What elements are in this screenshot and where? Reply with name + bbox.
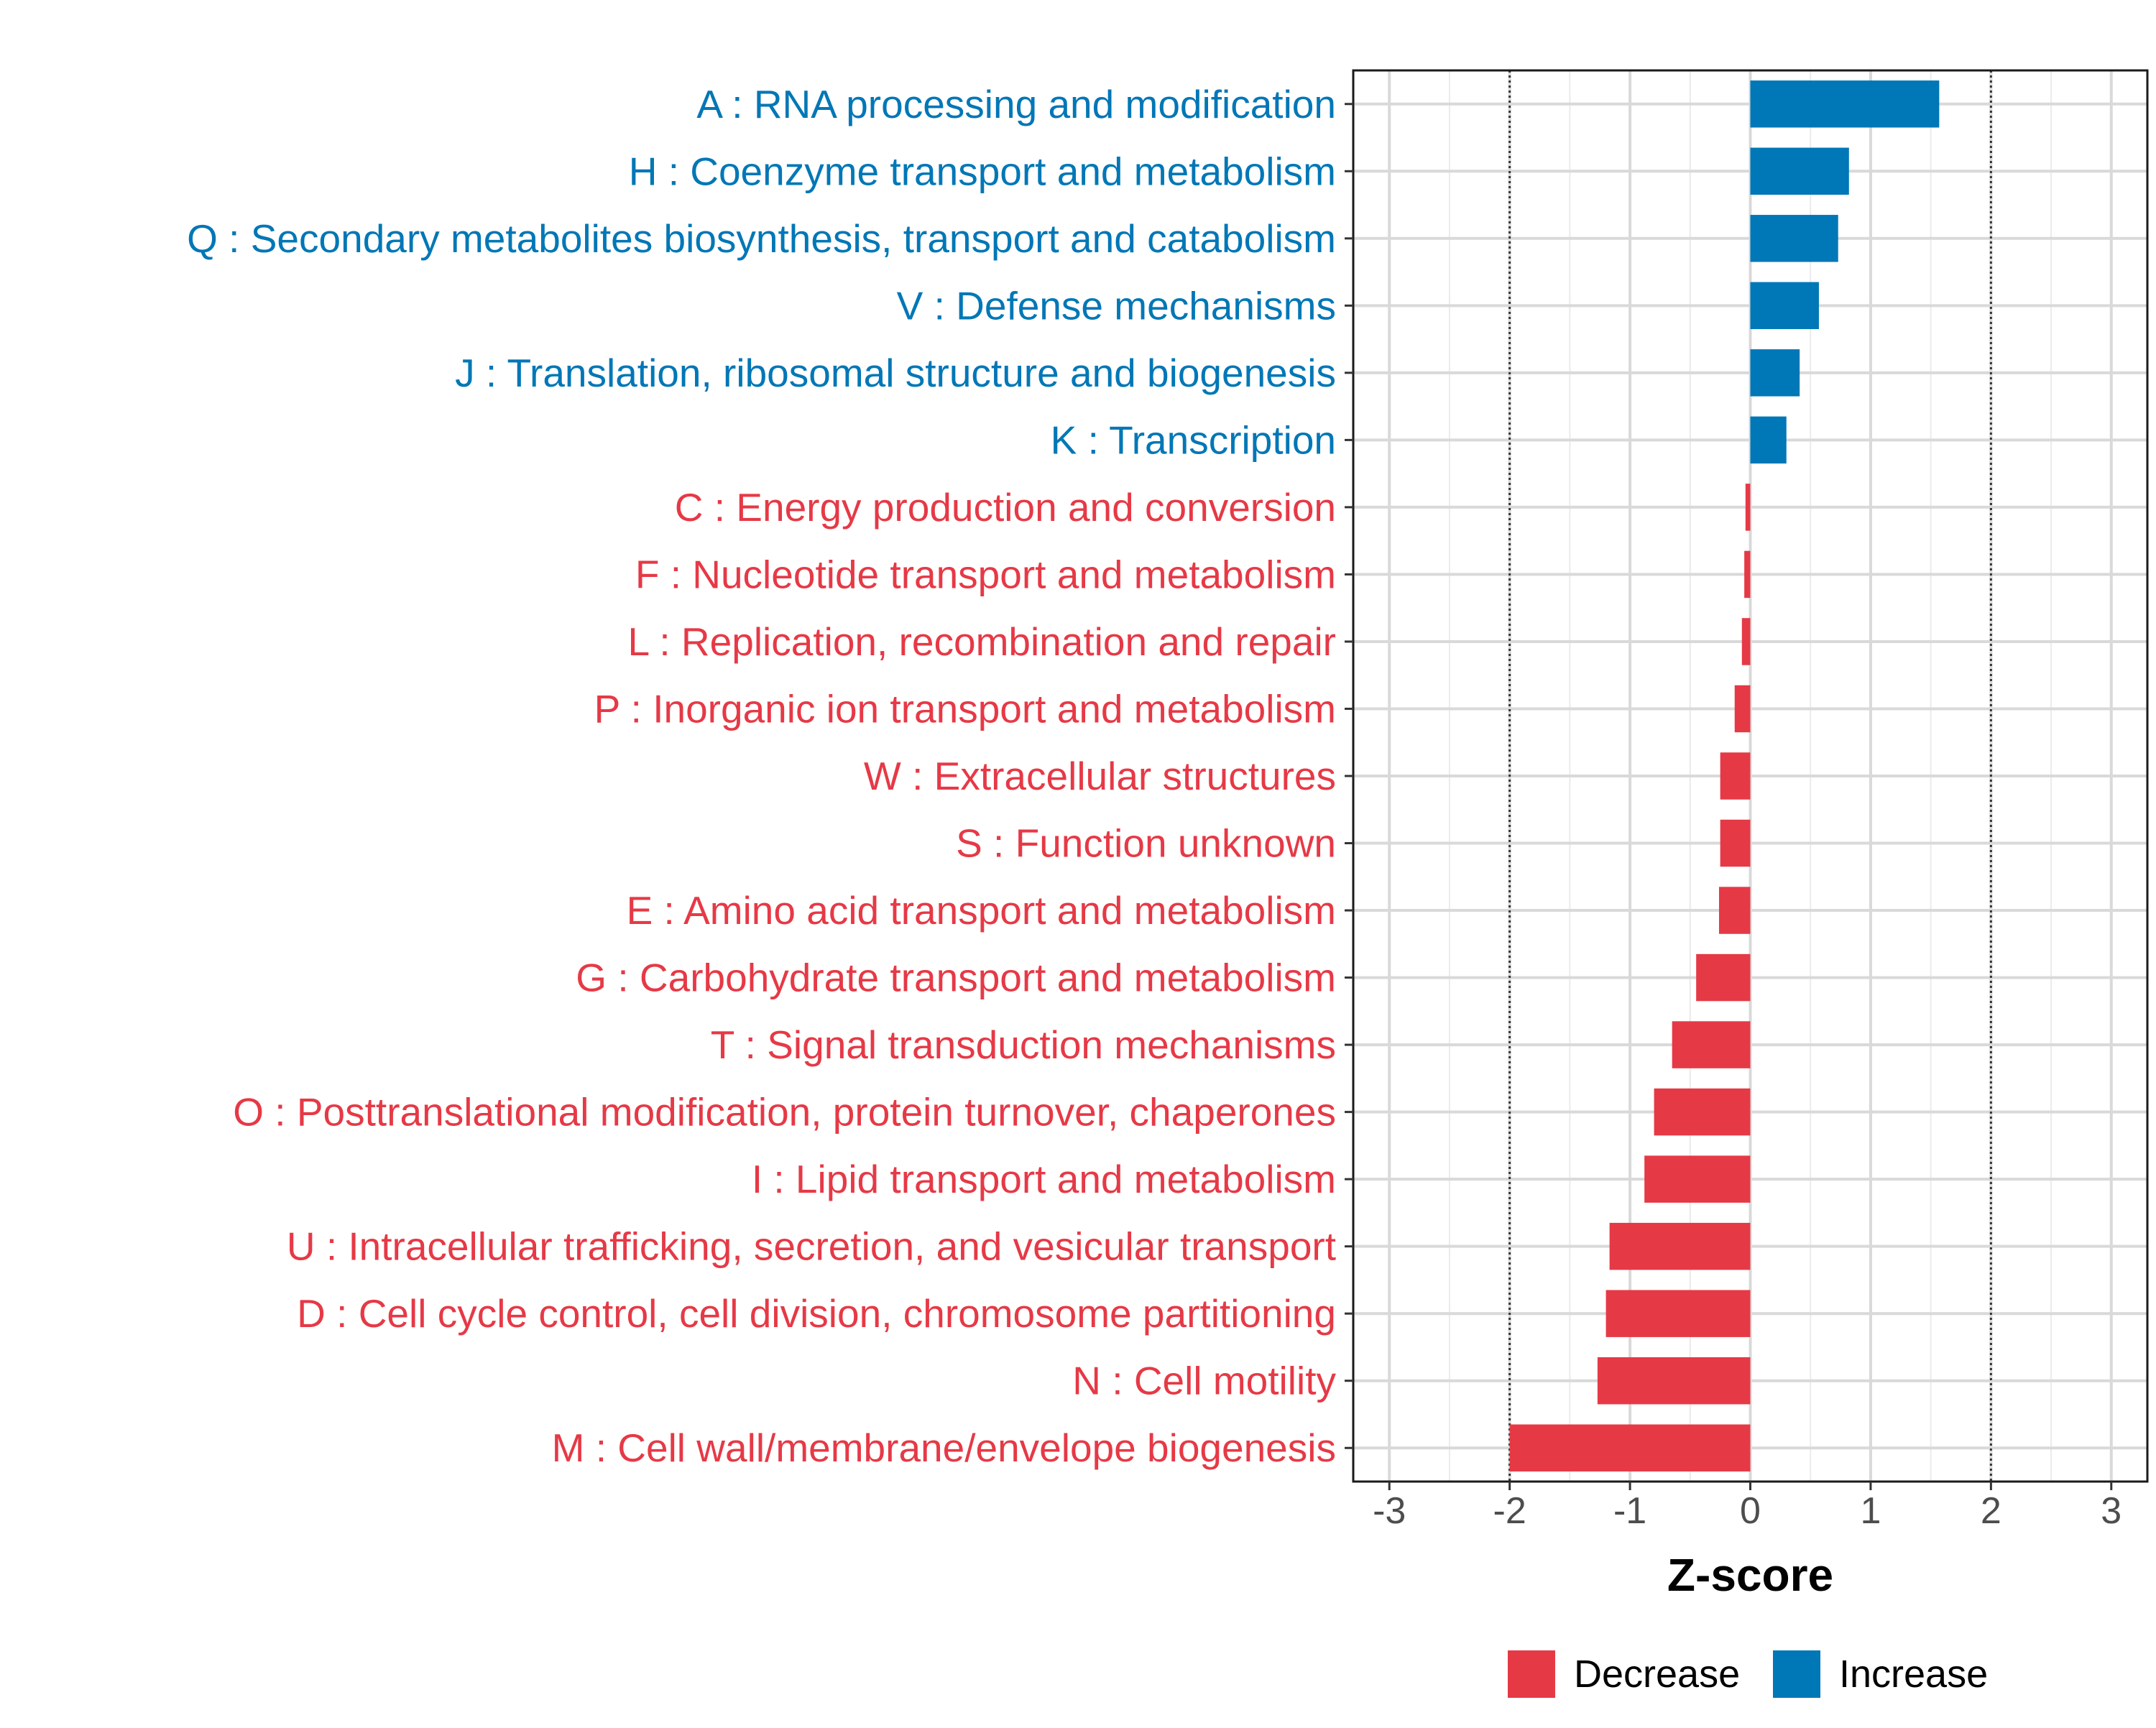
y-tick-label: N : Cell motility <box>1072 1359 1336 1403</box>
bar <box>1744 551 1750 598</box>
bar <box>1751 148 1849 195</box>
bar <box>1598 1357 1751 1404</box>
y-tick-label: G : Carbohydrate transport and metabolis… <box>576 956 1336 1000</box>
legend-key <box>1773 1650 1820 1698</box>
bar <box>1606 1290 1751 1336</box>
x-tick-label: 1 <box>1860 1490 1881 1532</box>
x-tick-label: 3 <box>2101 1490 2122 1532</box>
y-tick-label: I : Lipid transport and metabolism <box>752 1157 1336 1201</box>
bar <box>1610 1223 1751 1270</box>
y-tick-label: J : Translation, ribosomal structure and… <box>455 351 1336 395</box>
y-tick-label: K : Transcription <box>1051 417 1336 462</box>
bar <box>1644 1155 1750 1202</box>
legend-key <box>1508 1650 1555 1698</box>
y-tick-label: O : Posttranslational modification, prot… <box>233 1090 1336 1135</box>
y-tick-label: D : Cell cycle control, cell division, c… <box>297 1291 1336 1336</box>
y-tick-label: P : Inorganic ion transport and metaboli… <box>594 686 1336 731</box>
y-tick-label: C : Energy production and conversion <box>675 485 1336 530</box>
bar <box>1720 820 1751 867</box>
zscore-bar-chart: A : RNA processing and modification H : C… <box>0 0 2156 1724</box>
bar <box>1654 1089 1751 1135</box>
x-axis-title: Z-score <box>1667 1549 1833 1601</box>
bar <box>1696 954 1750 1001</box>
y-tick-label: H : Coenzyme transport and metabolism <box>629 149 1336 193</box>
x-tick-label: 0 <box>1740 1490 1761 1532</box>
y-tick-label: U : Intracellular trafficking, secretion… <box>287 1224 1336 1269</box>
y-tick-label: E : Amino acid transport and metabolism <box>627 888 1336 933</box>
bar <box>1720 752 1751 799</box>
bar <box>1746 484 1751 530</box>
chart-container: A : RNA processing and modification H : C… <box>0 0 2156 1724</box>
y-tick-label: T : Signal transduction mechanisms <box>711 1022 1336 1067</box>
bar <box>1672 1021 1751 1068</box>
bar <box>1719 887 1751 933</box>
y-tick-label: L : Replication, recombination and repai… <box>628 619 1336 664</box>
x-tick-label: 2 <box>1981 1490 2001 1532</box>
y-tick-label: W : Extracellular structures <box>864 754 1336 798</box>
legend-label: Increase <box>1839 1653 1988 1696</box>
y-tick-label: V : Defense mechanisms <box>897 283 1336 328</box>
legend-label: Decrease <box>1574 1653 1740 1696</box>
bar <box>1751 349 1800 396</box>
bar <box>1510 1425 1751 1471</box>
x-tick-label: -1 <box>1613 1490 1646 1532</box>
y-tick-label: A : RNA processing and modification <box>696 82 1336 126</box>
bar <box>1742 618 1751 665</box>
y-tick-label: F : Nucleotide transport and metabolism <box>635 552 1336 596</box>
x-tick-label: -2 <box>1493 1490 1526 1532</box>
y-tick-label: S : Function unknown <box>956 821 1336 866</box>
y-tick-label: Q : Secondary metabolites biosynthesis, … <box>187 216 1336 261</box>
bar <box>1751 417 1787 463</box>
bar <box>1735 685 1751 732</box>
bar <box>1751 80 1940 127</box>
bar <box>1751 215 1838 262</box>
y-tick-label: M : Cell wall/membrane/envelope biogenes… <box>552 1426 1336 1470</box>
bar <box>1751 282 1819 329</box>
x-tick-label: -3 <box>1373 1490 1406 1532</box>
